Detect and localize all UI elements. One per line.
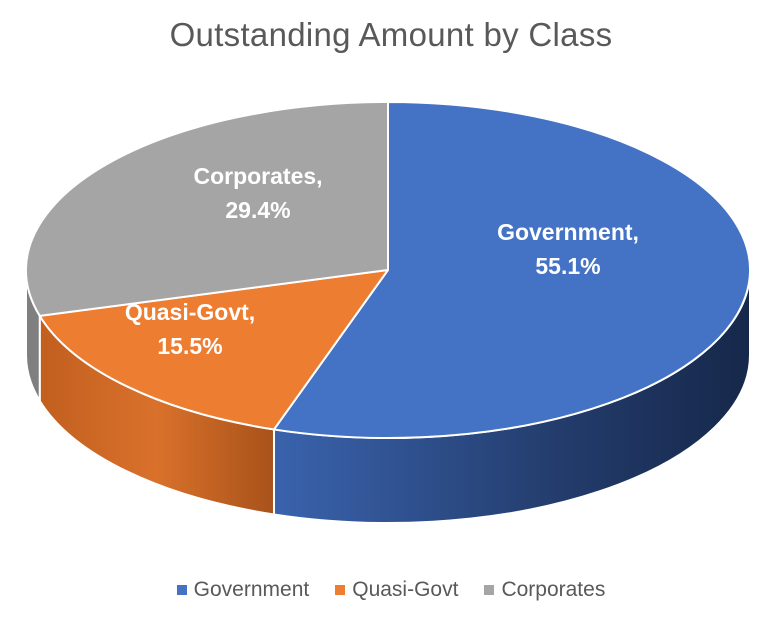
- legend-label: Government: [193, 578, 310, 601]
- pie-labels: Government, 55.1% Quasi-Govt, 15.5% Corporat…: [125, 163, 639, 359]
- legend-swatch: [484, 585, 495, 595]
- data-label-government: Government, 55.1%: [497, 219, 639, 279]
- pie-top-faces: [25, 101, 751, 439]
- legend-swatch: [176, 585, 187, 595]
- pie-slice-corporates: [25, 101, 389, 317]
- legend-item: Corporates: [484, 578, 605, 602]
- legend-item: Government: [176, 578, 310, 602]
- legend-label: Quasi-Govt: [352, 578, 459, 601]
- data-label-quasi-govt: Quasi-Govt, 15.5%: [125, 299, 255, 359]
- legend: Government Quasi-Govt Corporates: [0, 578, 782, 602]
- legend-label: Corporates: [501, 578, 606, 601]
- data-label-corporates: Corporates, 29.4%: [193, 163, 322, 223]
- chart-title: Outstanding Amount by Class: [169, 16, 613, 53]
- legend-item: Quasi-Govt: [335, 578, 458, 602]
- pie-slice-government: [272, 101, 751, 439]
- pie-slice-quasi-govt: [38, 269, 389, 431]
- legend-swatch: [335, 585, 346, 595]
